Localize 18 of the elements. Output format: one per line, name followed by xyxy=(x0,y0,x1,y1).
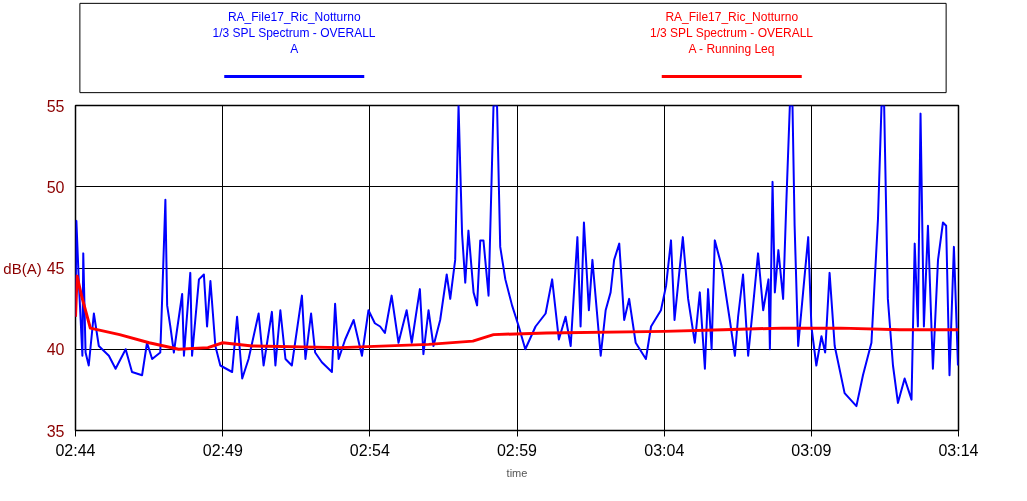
y-tick-label: 45 xyxy=(46,260,65,277)
x-tick-label: 02:44 xyxy=(55,441,96,459)
x-tick-label: 02:59 xyxy=(496,441,538,459)
x-tick-label: 03:09 xyxy=(791,441,832,459)
text: RA_File17_Ric_Notturno 1/3 SPL Spectrum - OVERALL A xyxy=(212,10,376,57)
y-tick-label: 40 xyxy=(46,341,65,359)
x-axis-title: time xyxy=(506,466,528,479)
line-series xyxy=(75,105,959,408)
x-tick-label: 02:54 xyxy=(349,441,391,459)
y-tick-label: 50 xyxy=(46,178,65,196)
y-axis-title: dB(A) xyxy=(3,259,42,277)
x-tick-label: 03:04 xyxy=(644,441,685,459)
x-tick-label: 02:49 xyxy=(202,441,243,459)
y-tick-label: 55 xyxy=(46,97,65,115)
y-tick-label: 35 xyxy=(46,422,65,440)
x-tick-label: 03:14 xyxy=(938,441,979,459)
line-series xyxy=(75,274,959,351)
text: RA_File17_Ric_Notturno 1/3 SPL Spectrum - OVERALL A - Running Leq xyxy=(650,10,814,57)
